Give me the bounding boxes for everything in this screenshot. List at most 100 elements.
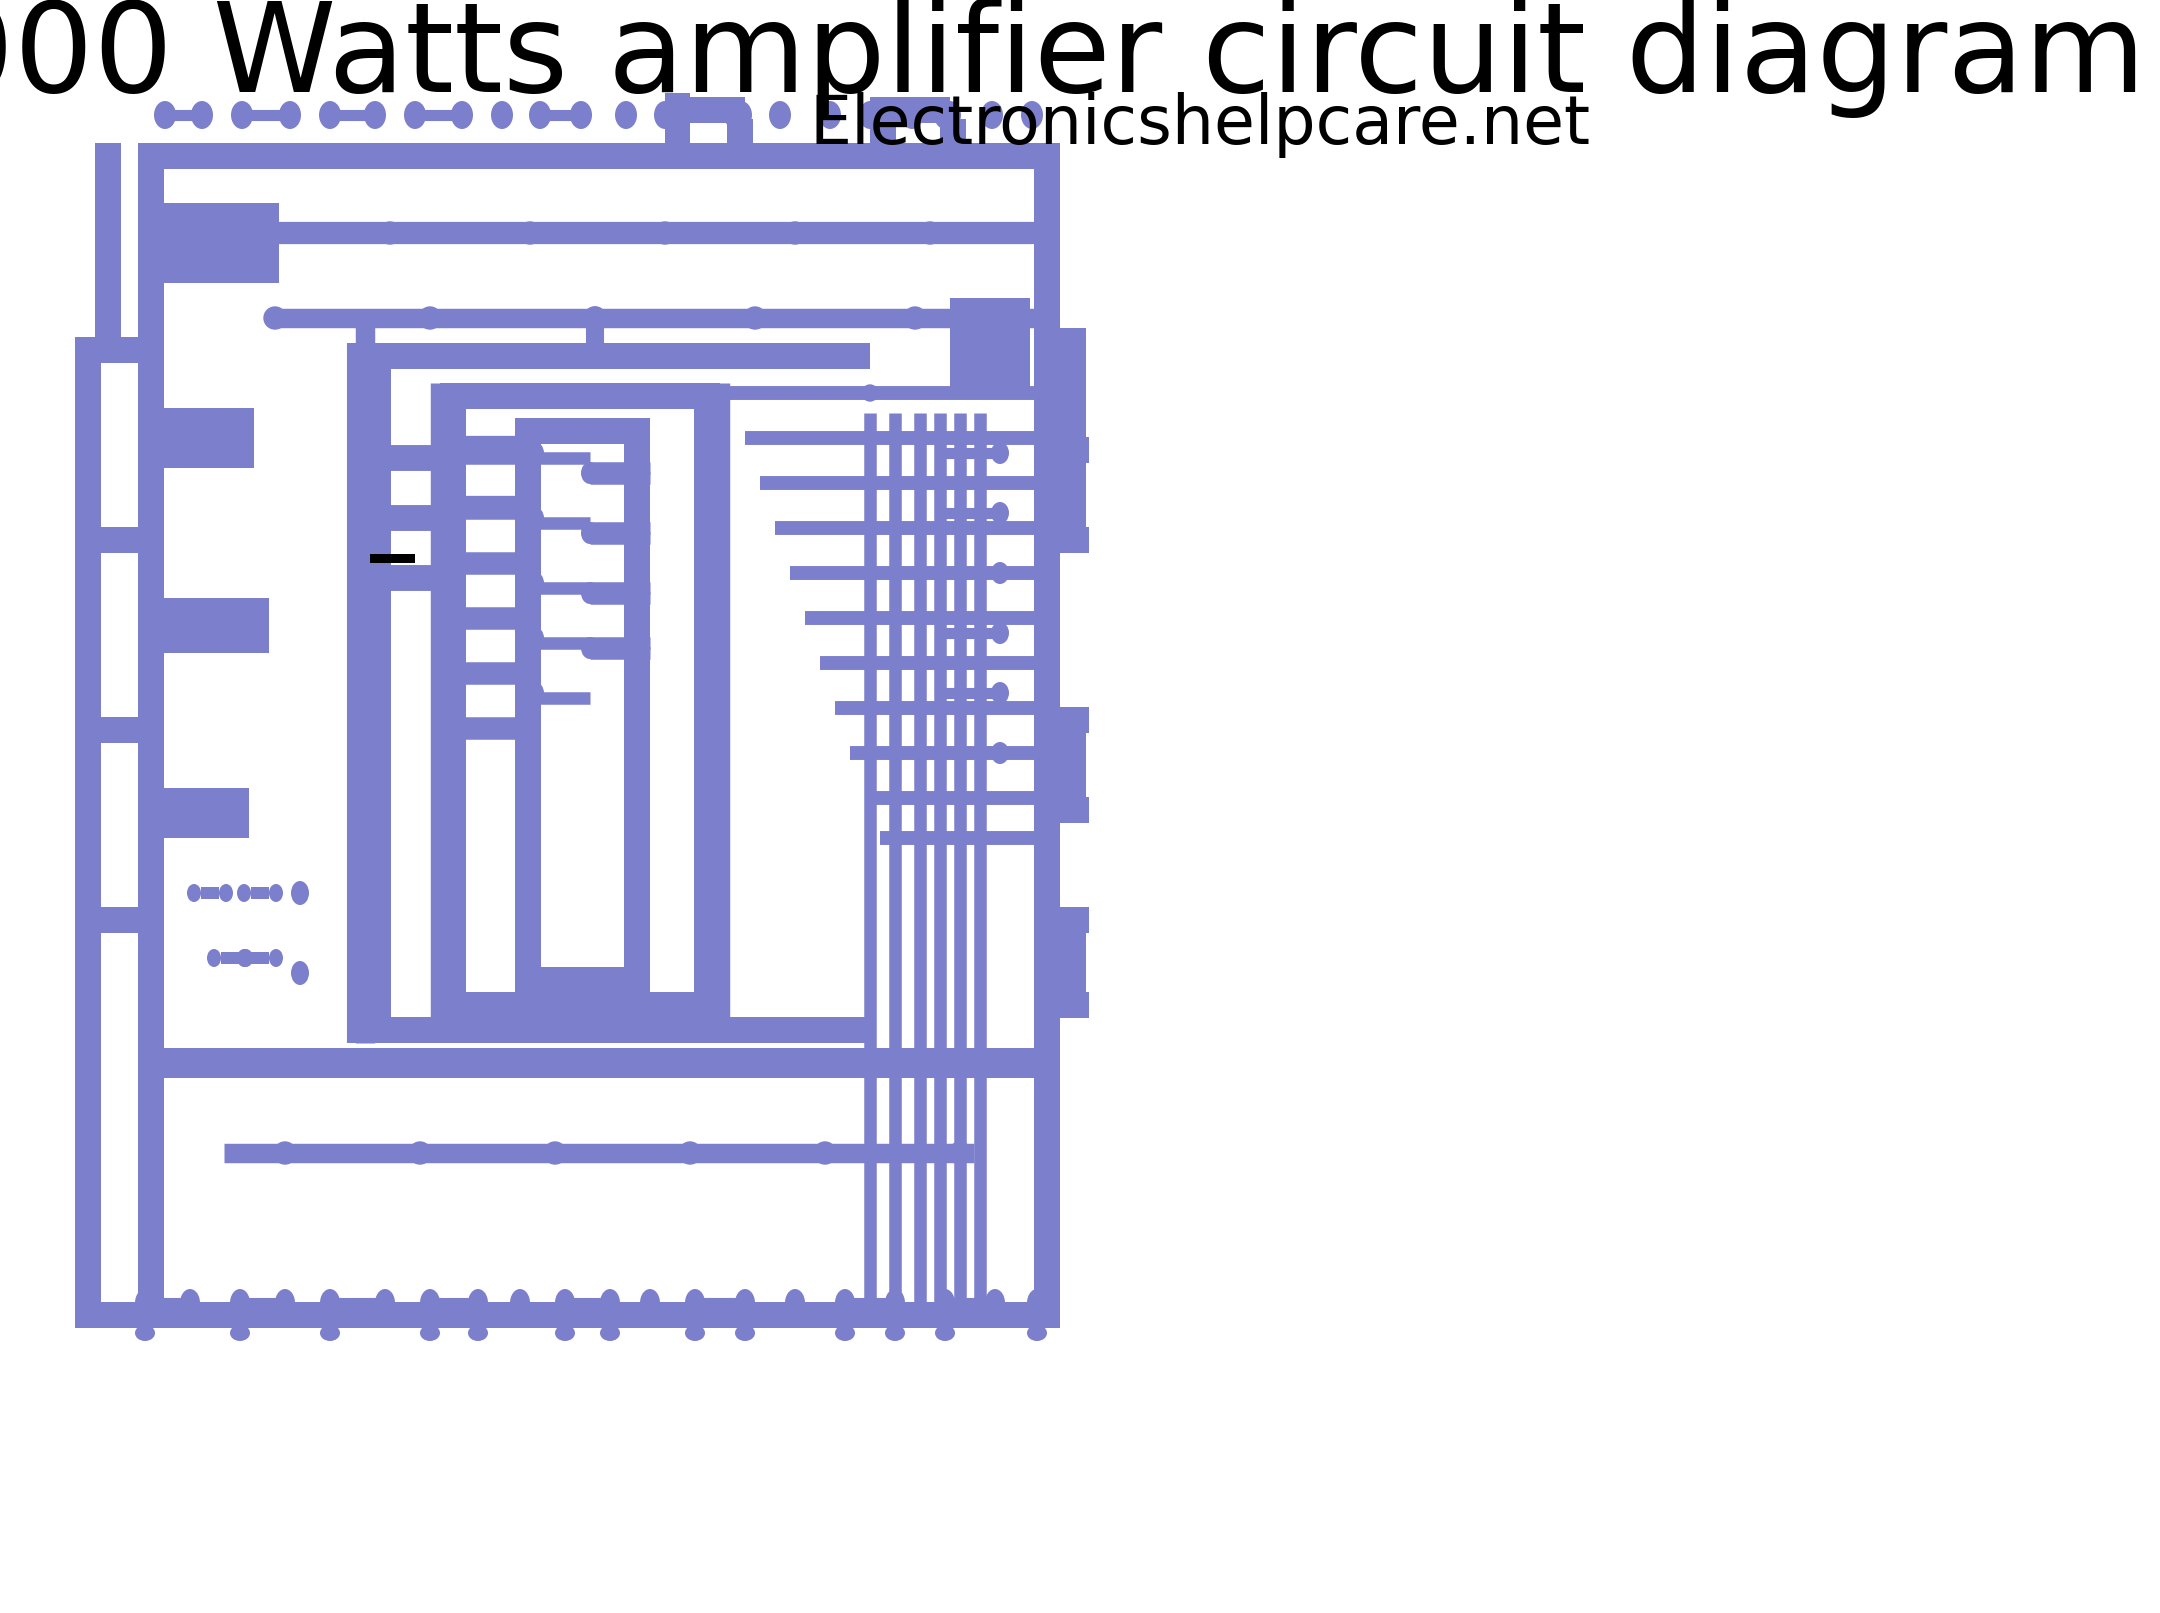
Ellipse shape	[229, 1324, 251, 1340]
Bar	[76, 1302, 164, 1327]
Text: Electronicshelpcare.net: Electronicshelpcare.net	[810, 92, 1590, 158]
Ellipse shape	[1026, 1324, 1048, 1340]
Bar	[138, 144, 164, 1327]
Ellipse shape	[529, 102, 551, 129]
Circle shape	[912, 474, 929, 490]
Ellipse shape	[449, 497, 467, 519]
Bar	[514, 968, 650, 994]
Circle shape	[931, 519, 948, 536]
Circle shape	[970, 306, 991, 329]
Ellipse shape	[449, 606, 467, 629]
Ellipse shape	[991, 561, 1009, 584]
Ellipse shape	[1022, 102, 1043, 129]
Bar	[369, 553, 415, 563]
Ellipse shape	[866, 102, 888, 129]
Ellipse shape	[369, 492, 387, 511]
Bar	[138, 144, 164, 363]
Bar	[76, 907, 164, 932]
Bar	[665, 94, 689, 169]
Bar	[1035, 797, 1089, 823]
Ellipse shape	[784, 1289, 806, 1316]
Ellipse shape	[527, 573, 544, 594]
Ellipse shape	[207, 948, 220, 968]
Ellipse shape	[991, 682, 1009, 703]
Bar	[665, 97, 745, 123]
Ellipse shape	[724, 102, 745, 129]
Ellipse shape	[570, 102, 592, 129]
Bar	[76, 907, 102, 1327]
Circle shape	[862, 386, 877, 402]
Circle shape	[948, 1142, 972, 1165]
Ellipse shape	[600, 1289, 620, 1316]
Ellipse shape	[231, 102, 253, 129]
Bar	[164, 408, 255, 468]
Bar	[251, 887, 270, 898]
Ellipse shape	[188, 884, 201, 902]
Ellipse shape	[469, 1289, 488, 1316]
Ellipse shape	[555, 1324, 575, 1340]
Bar	[1035, 992, 1089, 1018]
Ellipse shape	[218, 884, 233, 902]
Ellipse shape	[369, 465, 387, 484]
Bar	[76, 718, 164, 744]
Bar	[76, 527, 102, 744]
Ellipse shape	[279, 102, 300, 129]
Circle shape	[408, 1142, 432, 1165]
Ellipse shape	[991, 623, 1009, 644]
Bar	[138, 1302, 1061, 1327]
Bar	[1035, 327, 1084, 394]
Bar	[514, 418, 540, 994]
Bar	[251, 952, 270, 965]
Bar	[369, 508, 391, 527]
Ellipse shape	[369, 552, 387, 573]
Bar	[369, 568, 391, 589]
Bar	[728, 119, 754, 169]
Bar	[1035, 907, 1089, 932]
Bar	[1061, 394, 1086, 473]
Ellipse shape	[639, 1289, 661, 1316]
Ellipse shape	[901, 102, 922, 129]
Ellipse shape	[991, 442, 1009, 465]
Ellipse shape	[581, 523, 598, 544]
Bar	[693, 382, 719, 1018]
Ellipse shape	[527, 506, 544, 529]
Ellipse shape	[734, 1324, 756, 1340]
Ellipse shape	[510, 1289, 529, 1316]
Circle shape	[518, 223, 540, 244]
Ellipse shape	[449, 661, 467, 684]
Bar	[514, 418, 650, 444]
Circle shape	[743, 306, 767, 329]
Ellipse shape	[320, 1289, 339, 1316]
Bar	[441, 382, 719, 410]
Ellipse shape	[527, 627, 544, 648]
Bar	[1061, 932, 1086, 1018]
Bar	[365, 344, 870, 369]
Bar	[369, 448, 391, 468]
Bar	[1061, 432, 1086, 553]
Ellipse shape	[451, 102, 473, 129]
Ellipse shape	[419, 1324, 441, 1340]
Bar	[441, 992, 719, 1018]
Text: 1000 Watts amplifier circuit diagram: 1000 Watts amplifier circuit diagram	[0, 0, 2145, 118]
Ellipse shape	[600, 1324, 620, 1340]
Ellipse shape	[940, 102, 961, 129]
Ellipse shape	[449, 442, 467, 465]
Bar	[870, 119, 896, 169]
Ellipse shape	[933, 102, 957, 129]
Circle shape	[240, 223, 261, 244]
Circle shape	[678, 1142, 702, 1165]
Circle shape	[378, 223, 402, 244]
Bar	[76, 337, 102, 553]
Ellipse shape	[654, 102, 676, 129]
Bar	[870, 97, 950, 123]
Ellipse shape	[661, 102, 683, 129]
Ellipse shape	[527, 682, 544, 703]
Ellipse shape	[991, 742, 1009, 765]
Ellipse shape	[730, 102, 752, 129]
Ellipse shape	[490, 102, 514, 129]
Ellipse shape	[270, 884, 283, 902]
Bar	[1035, 706, 1089, 732]
Ellipse shape	[734, 1289, 756, 1316]
Bar	[940, 119, 966, 169]
Bar	[1061, 327, 1086, 394]
